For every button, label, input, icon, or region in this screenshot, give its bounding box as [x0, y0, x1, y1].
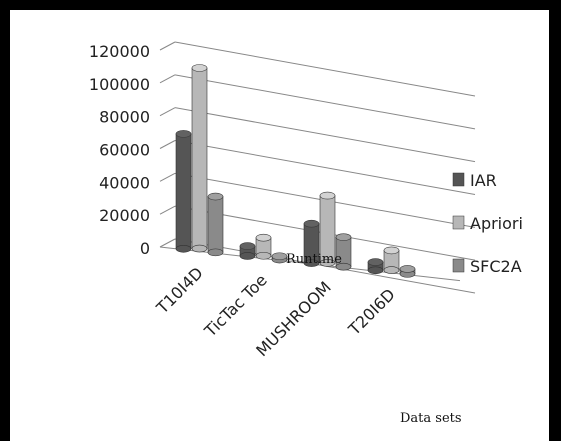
- bar-iar-0: [175, 130, 192, 253]
- bar-base: [335, 262, 352, 271]
- y-tick-label: 80000: [99, 108, 150, 127]
- bar-base: [239, 252, 256, 260]
- legend-swatch: [452, 215, 465, 230]
- gridline: [174, 140, 476, 195]
- y-tick-label: 20000: [99, 206, 150, 225]
- gridline: [174, 107, 476, 163]
- bar-base: [367, 266, 384, 275]
- bar-cap: [383, 246, 400, 255]
- y-tick-label: 100000: [89, 75, 150, 94]
- bar-cap: [367, 258, 384, 266]
- bar-base: [175, 244, 192, 253]
- x-category-label: T20I6D: [344, 285, 399, 340]
- chart-frame: 0 20000 40000 60000 80000 100000 120000 T10I4D…: [8, 8, 549, 441]
- x-category-label: T10I4D: [152, 263, 207, 318]
- bar-iar-2: [303, 219, 320, 267]
- bar-cap: [335, 233, 352, 241]
- gridline-left: [159, 140, 176, 149]
- legend-swatch: [452, 258, 465, 273]
- chart-legend: IAR Apriori SFC2A: [452, 171, 523, 276]
- bar-base: [319, 259, 336, 267]
- bar-body: [175, 133, 192, 250]
- legend-label: Apriori: [470, 214, 523, 233]
- bar-sfc2a-0: [207, 192, 224, 257]
- bar-cap: [207, 192, 224, 201]
- bar-cap: [239, 242, 256, 250]
- legend-label: IAR: [470, 171, 497, 190]
- bar-iar-1: [239, 242, 256, 260]
- bar-iar-3: [367, 258, 384, 275]
- legend-swatch: [452, 172, 465, 187]
- gridline-left: [159, 107, 176, 117]
- bar-cap: [255, 233, 272, 242]
- gridline-left: [159, 41, 176, 51]
- y-tick-label: 120000: [89, 42, 150, 61]
- gridline-left: [159, 172, 176, 182]
- bar-base: [383, 266, 400, 274]
- bar-base: [255, 251, 272, 260]
- bar-sfc2a-3: [399, 265, 416, 278]
- bar-cap: [399, 265, 416, 273]
- legend-label: SFC2A: [470, 257, 522, 276]
- y-axis-label: Runtime: [286, 252, 342, 267]
- gridline-left: [159, 74, 176, 84]
- bar-base: [207, 248, 224, 257]
- y-tick-label: 0: [140, 239, 150, 258]
- gridline: [174, 74, 476, 130]
- bar-body: [191, 67, 208, 249]
- bar-apriori-0: [191, 64, 208, 253]
- bar-base: [191, 244, 208, 253]
- gridline-left: [159, 205, 176, 215]
- bar-sfc2a-2: [335, 233, 352, 271]
- bar-cap: [191, 64, 208, 72]
- bar-base: [303, 259, 320, 267]
- y-tick-label: 40000: [99, 173, 150, 192]
- bar-cap: [271, 252, 288, 261]
- bar-cap: [319, 191, 336, 200]
- x-category-label: TicTac Toe: [200, 270, 271, 341]
- bar-cap: [303, 219, 320, 228]
- x-axis-label: Data sets: [400, 411, 462, 426]
- bar-apriori-3: [383, 246, 400, 274]
- y-axis-ticks: 0 20000 40000 60000 80000 100000 120000: [89, 42, 150, 258]
- chart-bars: [175, 64, 416, 278]
- bar-apriori-2: [319, 191, 336, 267]
- y-tick-label: 60000: [99, 141, 150, 160]
- bar-body: [207, 196, 224, 253]
- bar-apriori-1: [255, 233, 272, 260]
- bar-sfc2a-1: [271, 252, 288, 264]
- runtime-bar-chart: 0 20000 40000 60000 80000 100000 120000 T10I4D…: [89, 41, 523, 426]
- gridline: [174, 41, 476, 97]
- bar-cap: [175, 130, 192, 138]
- gridline-left: [159, 238, 176, 248]
